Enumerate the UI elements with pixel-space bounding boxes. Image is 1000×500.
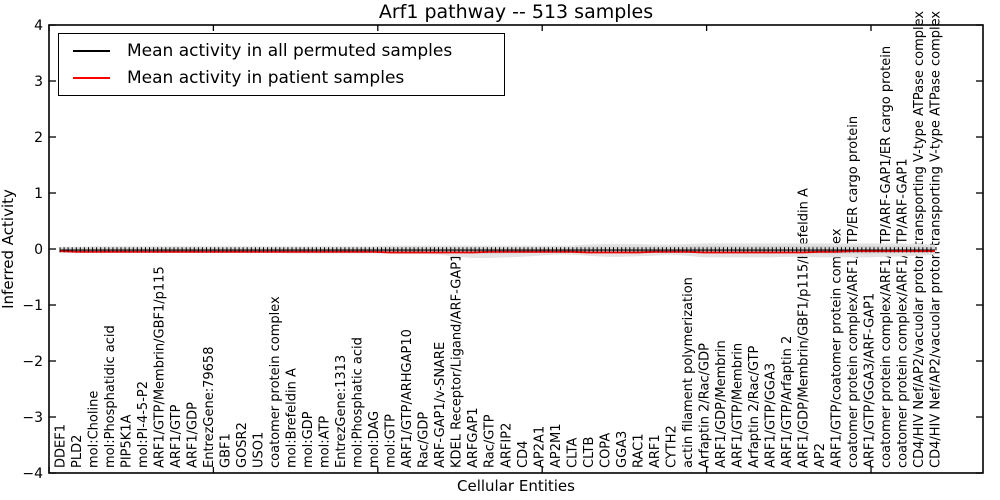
x-category-label: ARF1/GDP/Membrin (714, 340, 729, 468)
x-category-label: ARF1/GTP/Arfaptin 2 (780, 336, 795, 468)
x-category-label: GOSR2 (235, 422, 250, 468)
x-category-label: ARF1/GDP/Membrin/GBF1/p115/Brefeldin A (796, 188, 811, 468)
x-category-label: CD4/HIV Nef/AP2/vacuolar proton-transpor… (929, 11, 944, 468)
x-category-label: CD4/HIV Nef/AP2/vacuolar proton-transpor… (912, 11, 927, 468)
x-category-label: EntrezGene:79658 (202, 347, 217, 468)
x-category-label: mol:Choline (87, 391, 102, 468)
x-category-label: ARFIP2 (499, 423, 514, 468)
x-category-label: ARF1/GDP (186, 402, 201, 468)
x-category-label: ARF1/GTP/coatomer protein complex (829, 228, 844, 468)
x-category-label: ARF1/GTP (169, 404, 184, 468)
x-category-label: GBF1 (219, 433, 234, 468)
legend-label-patient-samples: Mean activity in patient samples (127, 68, 405, 89)
x-category-label: coatomer protein complex/ARF1/GTP/ARF-GA… (895, 158, 910, 468)
x-category-label: USO1 (252, 432, 267, 468)
y-tick-label: −2 (22, 354, 43, 370)
x-category-label: EntrezGene:1313 (334, 355, 349, 468)
y-tick-label: 1 (34, 186, 43, 202)
x-category-label: AP2 (813, 443, 828, 468)
y-tick-label: 3 (34, 74, 43, 90)
x-category-label: actin filament polymerization (681, 277, 696, 468)
x-category-label: RAC1 (631, 433, 646, 468)
y-axis-label: Inferred Activity (0, 189, 17, 309)
x-category-label: CLTB (582, 437, 597, 468)
y-tick-label: 4 (34, 18, 43, 34)
x-category-label: AP2A1 (532, 426, 547, 468)
x-category-label: coatomer protein complex (268, 296, 283, 468)
x-category-label: mol:GDP (301, 411, 316, 468)
y-tick-label: −3 (22, 410, 43, 426)
x-category-label: ARF1/GTP/GGA3 (763, 363, 778, 468)
chart-title: Arf1 pathway -- 513 samples (378, 1, 654, 23)
x-category-label: COPA (598, 433, 613, 468)
legend-item-patient-samples: Mean activity in patient samples (59, 65, 504, 92)
legend-label-permuted-samples: Mean activity in all permuted samples (127, 40, 453, 61)
x-category-label: coatomer protein complex/ARF1/GTP/ARF-GA… (879, 46, 894, 468)
x-category-label: CD4 (516, 441, 531, 468)
x-category-label: Arfaptin 2/Rac/GTP (747, 345, 762, 468)
x-category-label: mol:ATP (318, 416, 333, 468)
x-category-label: DDEF1 (54, 424, 69, 468)
x-axis-label: Cellular Entities (457, 477, 575, 495)
red-line-swatch (73, 77, 110, 80)
x-category-label: ARF-GAP1/v-SNARE (433, 342, 448, 468)
x-category-label: ARF1 (648, 434, 663, 468)
x-category-label: mol:PI-4-5-P2 (136, 381, 151, 468)
legend-item-permuted-samples: Mean activity in all permuted samples (59, 37, 504, 64)
x-category-label: PLD2 (70, 435, 85, 468)
x-category-label: ARFGAP1 (466, 408, 481, 468)
x-category-label: ARF1/GTP/ARHGAP10 (400, 329, 415, 468)
x-category-label: coatomer protein complex/ARF1/GTP/ER car… (846, 116, 861, 468)
x-category-label: mol:GTP (384, 414, 399, 468)
plus-marker-ticks (59, 247, 932, 253)
x-category-label: Rac/GDP (417, 412, 432, 468)
x-category-label: KDEL Receptor/Ligand/ARF-GAP1 (450, 254, 465, 468)
x-category-label: mol:Phosphatic acid (351, 337, 366, 468)
x-category-label: ARF1/GTP/Membrin (730, 343, 745, 468)
x-category-label: ARF1/GTP/GGA3/ARF-GAP1 (862, 293, 877, 468)
x-category-label: CLTA (565, 438, 580, 468)
chart-legend: Mean activity in all permuted samples Me… (58, 33, 505, 96)
x-category-label: mol:DAG (367, 411, 382, 468)
x-category-label: CYTH2 (664, 425, 679, 468)
y-tick-label: −1 (22, 298, 43, 314)
y-tick-label: 0 (34, 242, 43, 258)
x-category-label: ARF1/GTP/Membrin/GBF1/p115 (153, 266, 168, 468)
x-category-label: mol:Phosphatidic acid (103, 325, 118, 468)
x-category-label: PIP5K1A (120, 414, 135, 468)
x-category-label: Rac/GTP (483, 414, 498, 468)
patient-mean-line (59, 250, 935, 254)
x-category-label: GGA3 (615, 431, 630, 468)
x-category-label: Arfaptin 2/Rac/GDP (697, 343, 712, 468)
x-category-label: mol:Brefeldin A (285, 368, 300, 468)
black-line-swatch (73, 49, 110, 52)
x-category-label: AP2M1 (549, 424, 564, 469)
y-tick-label: −4 (22, 466, 43, 482)
y-tick-label: 2 (34, 130, 43, 146)
